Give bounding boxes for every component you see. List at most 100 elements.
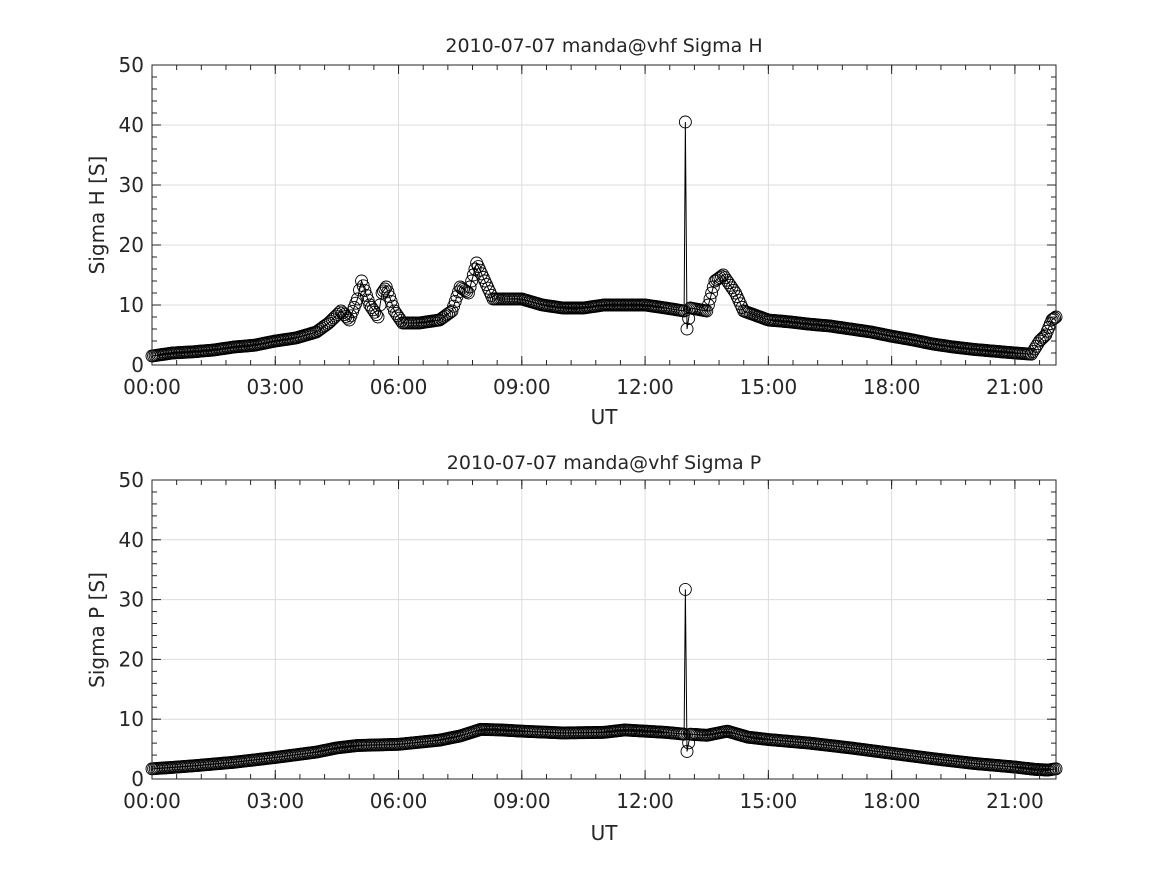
x-axis-label: UT — [591, 405, 619, 429]
chart-title: 2010-07-07 manda@vhf Sigma H — [445, 35, 762, 57]
y-tick-label: 20 — [119, 647, 144, 671]
data-point-marker — [324, 314, 337, 328]
data-point-marker — [441, 307, 455, 321]
y-tick-label: 0 — [131, 767, 144, 791]
x-tick-label: 03:00 — [246, 789, 304, 813]
chart-title: 2010-07-07 manda@vhf Sigma P — [447, 452, 761, 474]
data-point-marker — [710, 273, 724, 287]
data-point-marker — [383, 290, 396, 304]
data-point-marker — [680, 322, 694, 336]
data-point-marker — [465, 274, 479, 288]
data-point-marker — [706, 280, 720, 294]
series-line — [151, 121, 1057, 357]
y-tick-label: 30 — [119, 173, 144, 197]
data-point-marker — [384, 294, 398, 308]
data-point-marker — [339, 309, 353, 323]
data-point-marker — [353, 283, 366, 297]
data-point-marker — [463, 280, 477, 294]
data-point-marker — [351, 292, 364, 306]
data-point-marker — [356, 279, 370, 293]
x-tick-label: 12:00 — [616, 789, 674, 813]
y-tick-label: 40 — [119, 528, 144, 552]
data-point-marker — [387, 304, 401, 318]
x-tick-label: 15:00 — [740, 789, 798, 813]
data-point-marker — [466, 268, 480, 282]
x-tick-label: 21:00 — [986, 789, 1044, 813]
x-tick-label: 00:00 — [123, 789, 181, 813]
y-axis-label: Sigma P [S] — [85, 572, 109, 688]
sigma-h-plot: 2010-07-07 manda@vhf Sigma H UT Sigma H … — [85, 35, 1063, 429]
axes-box — [151, 479, 1057, 780]
data-point-marker — [391, 309, 405, 323]
data-point-marker — [447, 299, 461, 313]
data-point-marker — [389, 306, 403, 320]
y-tick-label: 20 — [119, 233, 144, 257]
data-point-marker — [458, 284, 472, 298]
y-tick-label: 50 — [119, 468, 144, 492]
data-point-marker — [677, 304, 691, 318]
data-point-marker — [341, 311, 355, 325]
y-tick-label: 0 — [131, 353, 144, 377]
y-tick-label: 10 — [119, 293, 144, 317]
y-tick-label: 10 — [119, 707, 144, 731]
x-tick-label: 18:00 — [863, 789, 921, 813]
data-point-marker — [677, 727, 691, 741]
y-tick-label: 50 — [119, 53, 144, 77]
data-point-marker — [355, 274, 369, 288]
series-line — [151, 589, 1057, 771]
data-point-marker — [325, 313, 339, 327]
x-tick-label: 12:00 — [616, 375, 674, 399]
data-point-marker — [678, 582, 692, 596]
x-tick-label: 00:00 — [123, 375, 181, 399]
x-tick-label: 09:00 — [493, 789, 551, 813]
x-tick-label: 03:00 — [246, 375, 304, 399]
data-point-marker — [468, 262, 482, 276]
x-tick-label: 09:00 — [493, 375, 551, 399]
data-point-marker — [364, 300, 378, 314]
data-point-marker — [1045, 313, 1059, 327]
x-axis-label: UT — [591, 821, 619, 845]
data-point-marker — [700, 304, 714, 318]
data-point-marker — [378, 282, 392, 296]
sigma-p-plot: 2010-07-07 manda@vhf Sigma P UT Sigma P … — [85, 452, 1063, 845]
data-point-marker — [678, 115, 692, 129]
data-point-marker — [448, 294, 462, 308]
x-tick-label: 06:00 — [370, 375, 428, 399]
data-point-marker — [457, 282, 470, 296]
data-point-marker — [363, 298, 377, 312]
data-point-marker — [455, 281, 469, 295]
data-point-marker — [368, 305, 382, 319]
data-point-marker — [705, 286, 719, 300]
data-point-marker — [320, 317, 334, 331]
data-point-marker — [460, 285, 474, 299]
data-point-marker — [322, 316, 336, 330]
y-tick-label: 30 — [119, 588, 144, 612]
data-point-marker — [337, 308, 351, 322]
data-point-marker — [445, 304, 459, 318]
data-point-marker — [366, 303, 380, 317]
data-point-marker — [379, 280, 393, 294]
data-point-marker — [1036, 331, 1050, 345]
x-tick-label: 06:00 — [370, 789, 428, 813]
data-point-marker — [1046, 312, 1060, 326]
x-tick-label: 18:00 — [863, 375, 921, 399]
data-point-marker — [336, 306, 350, 320]
data-point-marker — [358, 284, 372, 298]
data-point-marker — [461, 286, 475, 300]
y-tick-label: 40 — [119, 113, 144, 137]
y-axis-label: Sigma H [S] — [85, 156, 109, 275]
data-point-marker — [1048, 311, 1062, 325]
data-point-marker — [1034, 333, 1048, 346]
data-point-marker — [381, 285, 395, 299]
data-point-marker — [703, 292, 717, 306]
data-point-marker — [443, 305, 457, 319]
data-point-marker — [701, 298, 715, 312]
x-tick-label: 15:00 — [740, 375, 798, 399]
data-point-marker — [682, 736, 696, 750]
data-point-marker — [369, 308, 383, 322]
data-point-marker — [680, 745, 694, 758]
x-tick-label: 21:00 — [986, 375, 1044, 399]
axes-box — [151, 64, 1057, 366]
data-point-marker — [360, 288, 373, 302]
